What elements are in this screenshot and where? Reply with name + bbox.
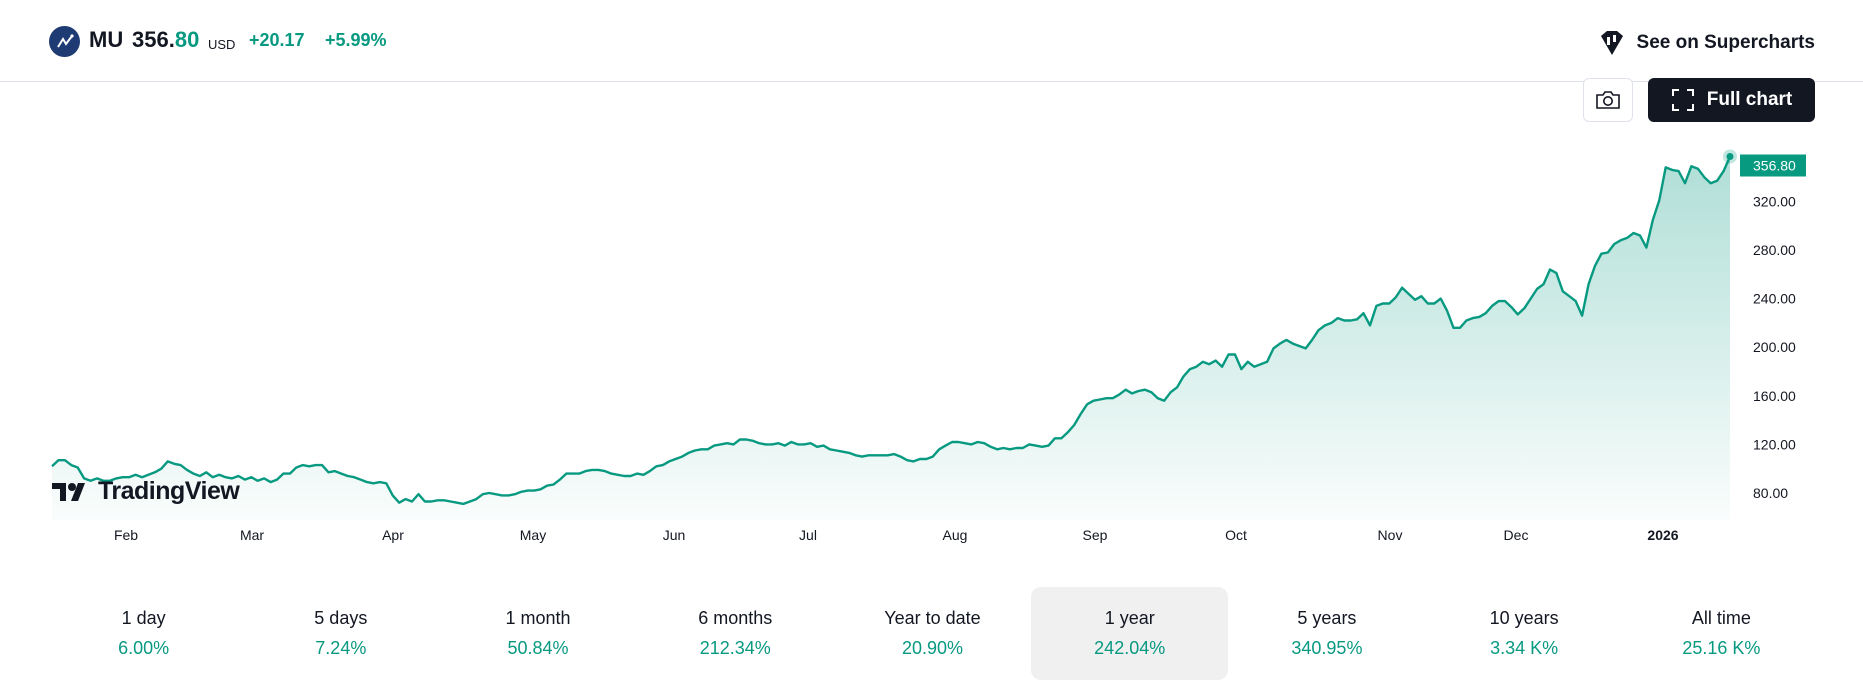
x-tick-label: Feb (114, 527, 138, 543)
period-label: 1 year (1104, 608, 1155, 628)
y-tick-label: 200.00 (1753, 339, 1796, 355)
price-chart[interactable]: 80.00 120.00 160.00 200.00 240.00 280.00 320.0… (0, 0, 1863, 560)
last-price-badge: 356.80 (1740, 154, 1806, 177)
period-selector: 1 day 6.00% 5 days 7.24% 1 month 50.84% 6 m… (45, 587, 1820, 680)
price-int: 356. (132, 27, 175, 52)
period-5-days[interactable]: 5 days 7.24% (242, 587, 439, 680)
period-change: 6.00% (118, 638, 170, 658)
period-change: 340.95% (1291, 638, 1363, 658)
period-change: 50.84% (507, 638, 569, 658)
symbol-name[interactable]: MU (89, 27, 124, 52)
see-on-supercharts-link[interactable]: See on Supercharts (1597, 28, 1815, 58)
x-tick-label: May (520, 527, 546, 543)
x-tick-label: Jun (663, 527, 686, 543)
period-change: 242.04% (1094, 638, 1166, 658)
y-tick-label: 280.00 (1753, 242, 1796, 258)
price-dec: 80 (174, 27, 200, 52)
period-10-years[interactable]: 10 years 3.34 K% (1426, 587, 1623, 680)
tradingview-logo-icon (52, 482, 85, 501)
period-6-months[interactable]: 6 months 212.34% (637, 587, 834, 680)
period-label: 1 month (505, 608, 571, 628)
x-tick-label: Sep (1083, 527, 1108, 543)
last-price-badge-bg (1740, 154, 1806, 177)
period-year-to-date[interactable]: Year to date 20.90% (834, 587, 1031, 680)
last-price: 356.80 (132, 27, 199, 53)
period-change: 25.16 K% (1682, 638, 1761, 658)
currency-label: USD (208, 37, 236, 52)
x-tick-label: Aug (943, 527, 968, 543)
period-1-year[interactable]: 1 year 242.04% (1031, 587, 1229, 680)
supercharts-icon (1600, 31, 1623, 55)
camera-icon (1596, 91, 1620, 109)
period-1-month[interactable]: 1 month 50.84% (439, 587, 636, 680)
period-label: 5 years (1297, 608, 1357, 628)
period-label: 1 day (121, 608, 166, 628)
price-area-fill (52, 156, 1730, 520)
y-axis: 80.00 120.00 160.00 200.00 240.00 280.00 320.0… (1753, 193, 1796, 501)
y-tick-label: 320.00 (1753, 193, 1796, 209)
fullscreen-icon (1671, 89, 1694, 111)
period-change: 7.24% (315, 638, 367, 658)
tradingview-logo[interactable]: TradingView (52, 477, 240, 506)
supercharts-label: See on Supercharts (1636, 32, 1815, 53)
x-tick-label: Apr (382, 527, 404, 543)
x-tick-label: 2026 (1647, 527, 1678, 543)
tradingview-wordmark: TradingView (98, 477, 240, 505)
period-label: Year to date (884, 608, 981, 628)
header-bar: MU 356.80 USD +20.17 +5.99% See on Super… (0, 0, 1863, 82)
last-price-badge-text: 356.80 (1753, 158, 1796, 174)
micron-logo-icon (49, 26, 80, 57)
x-tick-label: Oct (1225, 527, 1247, 543)
x-tick-label: Dec (1504, 527, 1529, 543)
period-change: 3.34 K% (1490, 638, 1559, 658)
period-all-time[interactable]: All time 25.16 K% (1623, 587, 1820, 680)
x-tick-label: Jul (799, 527, 817, 543)
price-change: +20.17 (249, 30, 305, 50)
last-point (1726, 153, 1734, 161)
period-change: 212.34% (699, 638, 771, 658)
y-tick-label: 160.00 (1753, 388, 1796, 404)
period-label: 6 months (698, 608, 773, 628)
snapshot-button[interactable] (1583, 78, 1633, 122)
y-tick-label: 80.00 (1753, 485, 1788, 501)
y-tick-label: 240.00 (1753, 291, 1796, 307)
period-5-years[interactable]: 5 years 340.95% (1228, 587, 1425, 680)
period-change: 20.90% (901, 638, 964, 658)
full-chart-button[interactable]: Full chart (1648, 78, 1815, 122)
full-chart-label: Full chart (1706, 89, 1793, 110)
period-label: All time (1691, 608, 1751, 628)
x-tick-label: Nov (1378, 527, 1403, 543)
period-1-day[interactable]: 1 day 6.00% (45, 587, 242, 680)
price-line (51, 156, 1732, 506)
x-axis: Feb Mar Apr May Jun Jul Aug Sep Oct Nov Dec 2026 (114, 527, 1679, 543)
x-tick-label: Mar (240, 527, 264, 543)
period-label: 5 days (314, 608, 368, 628)
price-change-percent: +5.99% (325, 30, 387, 50)
period-label: 10 years (1489, 608, 1559, 628)
y-tick-label: 120.00 (1753, 436, 1796, 452)
